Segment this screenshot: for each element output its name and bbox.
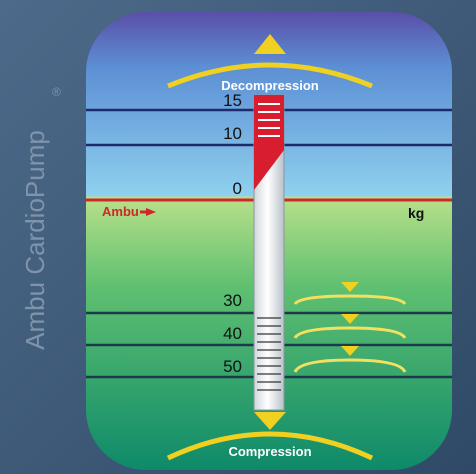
unit-label: kg (408, 205, 424, 221)
brand-mark: Ambu CardioPump (20, 130, 50, 350)
scale-label: 10 (223, 124, 242, 143)
zero-arrow (140, 211, 147, 214)
zero-marker: Ambu (102, 204, 139, 219)
scale-label: 0 (233, 179, 242, 198)
scale-label: 40 (223, 324, 242, 343)
registered-mark: ® (52, 85, 61, 99)
scale-label: 30 (223, 291, 242, 310)
scale-label: 50 (223, 357, 242, 376)
page: {"device": {"brand_mark": "Ambu CardioPu… (0, 0, 476, 474)
compression-label: Compression (228, 444, 311, 459)
gauge-panel: Ambu CardioPump ® Decom (0, 0, 476, 474)
scale-label: 15 (223, 91, 242, 110)
